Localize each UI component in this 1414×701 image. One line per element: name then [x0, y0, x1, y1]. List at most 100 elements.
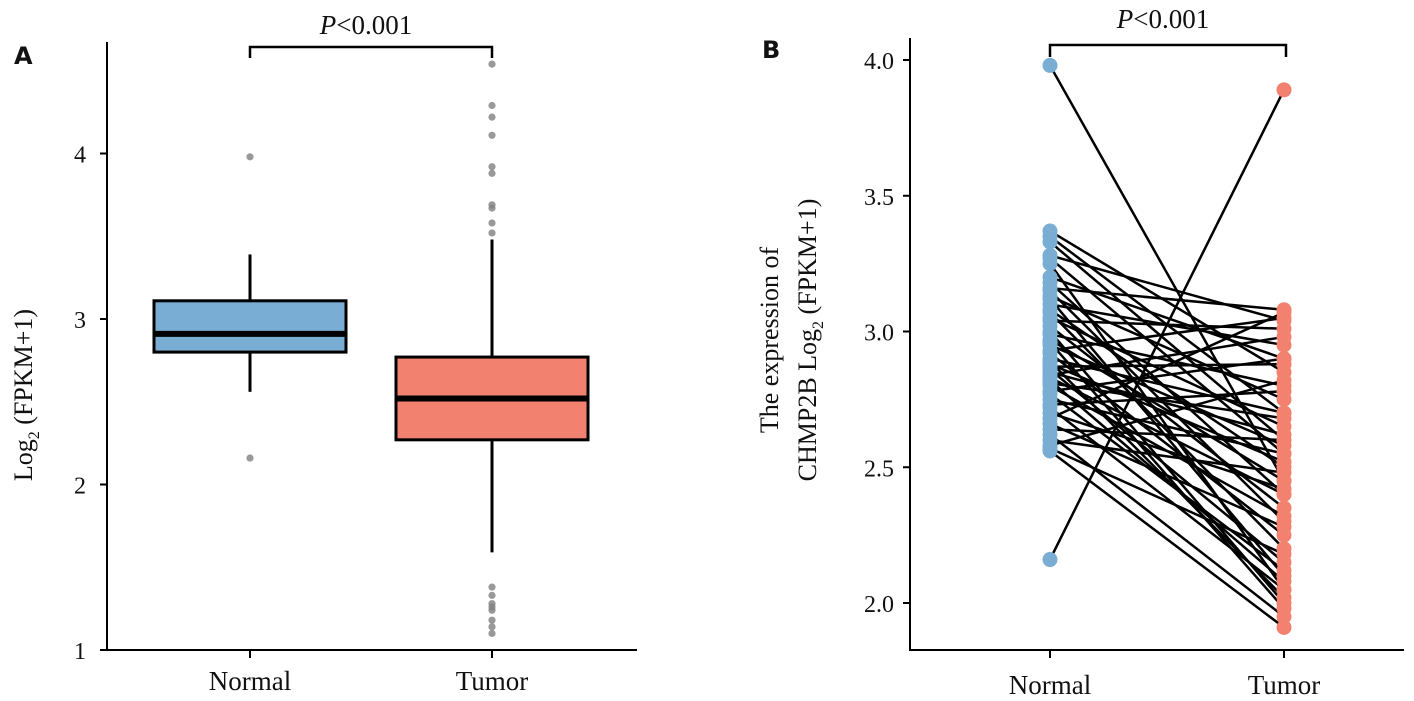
- pair-line: [1049, 311, 1285, 420]
- box-tumor-outlier: [488, 591, 496, 599]
- tumor-point: [1276, 609, 1292, 625]
- tumor-point: [1276, 546, 1292, 562]
- box-tumor-outlier: [488, 229, 496, 237]
- box-tumor-outlier: [488, 623, 496, 631]
- normal-point: [1042, 552, 1058, 568]
- pair-line: [1049, 422, 1285, 529]
- tumor-point: [1276, 581, 1292, 597]
- panel-a-marks: [152, 60, 590, 638]
- box-normal-outlier: [246, 454, 254, 462]
- panel-a: A 1 2 3 4 Normal Tumor Log2 (FPKM+1) P<0.001: [9, 10, 637, 696]
- panel-a-x-ticks: Normal Tumor: [209, 650, 529, 696]
- pair-line: [1049, 289, 1285, 523]
- panel-a-y-ticks: 1 2 3 4: [74, 143, 107, 665]
- tumor-point: [1276, 519, 1292, 535]
- panel-a-significance-bracket: [248, 45, 494, 58]
- tumor-point: [1276, 304, 1292, 320]
- pair-line: [1049, 389, 1285, 407]
- pair-line: [1049, 343, 1285, 447]
- tumor-point: [1276, 351, 1292, 367]
- pair-line: [1049, 398, 1285, 455]
- pair-line: [1049, 335, 1285, 377]
- panel-a-y-tick-label: 1: [74, 639, 86, 665]
- panel-b-y-tick-label: 2.5: [864, 456, 894, 482]
- tumor-point: [1276, 329, 1292, 345]
- box-tumor-outlier: [488, 60, 496, 68]
- panel-a-y-tick-label: 4: [74, 143, 86, 169]
- panel-a-letter: A: [14, 42, 33, 70]
- panel-b-significance-bracket: [1048, 43, 1288, 57]
- pair-line: [1049, 316, 1285, 428]
- pair-line: [1049, 325, 1285, 509]
- pair-line: [1049, 254, 1285, 322]
- pair-line: [1049, 376, 1285, 496]
- box-tumor-outlier: [488, 131, 496, 139]
- tumor-point: [1276, 508, 1292, 524]
- panel-a-x-tick-label: Tumor: [456, 666, 529, 696]
- pair-line: [1049, 392, 1285, 572]
- box-tumor-outlier: [488, 583, 496, 591]
- panel-a-y-axis-title: Log2 (FPKM+1): [9, 309, 43, 481]
- tumor-point: [1276, 383, 1292, 399]
- panel-b-x-tick-label: Tumor: [1248, 670, 1321, 700]
- panel-b-y-axis-title-line2: CHMP2B Log2 (FPKM+1): [793, 199, 827, 482]
- tumor-point: [1276, 562, 1292, 578]
- pair-line: [1049, 447, 1285, 556]
- box-normal-outlier: [246, 153, 254, 161]
- box-normal: [152, 299, 348, 354]
- normal-point: [1042, 57, 1058, 73]
- pair-line: [1049, 319, 1285, 331]
- tumor-point: [1276, 619, 1292, 635]
- panel-b-y-tick-label: 2.0: [864, 592, 894, 618]
- pair-line: [1049, 295, 1285, 401]
- panel-b-x-ticks: Normal Tumor: [1009, 650, 1321, 700]
- panel-b-letter: B: [762, 36, 780, 64]
- normal-point: [1042, 256, 1058, 272]
- panel-a-x-tick-label: Normal: [209, 666, 291, 696]
- tumor-point: [1276, 372, 1292, 388]
- panel-a-y-tick-label: 3: [74, 308, 86, 334]
- box-tumor-outlier: [488, 629, 496, 638]
- pair-line: [1049, 379, 1285, 447]
- tumor-point: [1276, 82, 1292, 98]
- pair-line: [1049, 406, 1285, 591]
- box-tumor-outlier: [488, 169, 496, 177]
- tumor-point: [1276, 410, 1292, 426]
- box-tumor-outlier: [488, 113, 496, 121]
- box-tumor-outlier: [488, 163, 496, 171]
- box-tumor-outlier: [488, 101, 496, 110]
- box-tumor-outlier: [488, 600, 496, 608]
- tumor-point: [1276, 432, 1292, 448]
- panel-b-y-ticks: 2.0 2.5 3.0 3.5 4.0: [864, 49, 910, 618]
- box-tumor-outlier: [488, 616, 496, 624]
- panel-a-y-tick-label: 2: [74, 474, 86, 500]
- panel-a-p-value: P<0.001: [319, 10, 412, 40]
- normal-point: [1042, 443, 1058, 459]
- pair-line: [1049, 286, 1285, 312]
- panel-b-p-value: P<0.001: [1116, 4, 1209, 34]
- pair-line: [1049, 381, 1285, 420]
- pair-line: [1049, 438, 1285, 474]
- panel-b: B 2.0 2.5 3.0 3.5 4.0 Normal Tumor The expres…: [755, 4, 1404, 700]
- box-tumor-outlier: [488, 201, 496, 209]
- normal-point: [1042, 234, 1058, 250]
- pair-line: [1049, 449, 1285, 629]
- pair-line: [1049, 411, 1285, 491]
- pair-line: [1049, 427, 1285, 442]
- tumor-point: [1276, 465, 1292, 481]
- pair-line: [1049, 357, 1285, 393]
- pair-line: [1049, 332, 1285, 388]
- box-tumor-outlier: [488, 219, 496, 227]
- panel-b-y-axis-title-line1: The expression of: [755, 247, 784, 434]
- panel-b-y-tick-label: 4.0: [864, 49, 894, 75]
- tumor-point: [1276, 481, 1292, 497]
- panel-b-y-tick-label: 3.5: [864, 185, 894, 211]
- pair-line: [1049, 371, 1285, 436]
- pair-line: [1049, 316, 1285, 352]
- panel-b-x-tick-label: Normal: [1009, 670, 1091, 700]
- panel-b-y-tick-label: 3.0: [864, 321, 894, 347]
- panel-b-marks: [1042, 57, 1292, 635]
- tumor-point: [1276, 446, 1292, 462]
- pair-line: [1049, 229, 1285, 374]
